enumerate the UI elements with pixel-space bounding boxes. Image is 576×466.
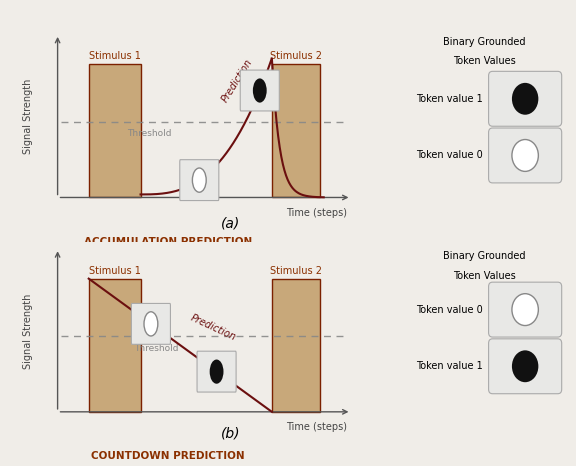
Text: Time (steps): Time (steps) — [286, 208, 347, 218]
Text: Binary Grounded: Binary Grounded — [444, 37, 526, 47]
FancyBboxPatch shape — [197, 351, 236, 392]
Ellipse shape — [192, 168, 206, 192]
Text: Stimulus 1: Stimulus 1 — [89, 266, 141, 275]
Ellipse shape — [253, 78, 267, 103]
Bar — [89, 64, 141, 198]
Text: COUNTDOWN PREDICTION: COUNTDOWN PREDICTION — [92, 451, 245, 461]
Text: Stimulus 2: Stimulus 2 — [270, 266, 322, 275]
Text: Prediction: Prediction — [189, 312, 237, 342]
Text: (b): (b) — [221, 426, 240, 440]
Ellipse shape — [512, 350, 539, 382]
FancyBboxPatch shape — [488, 339, 562, 394]
Text: Threshold: Threshold — [127, 130, 171, 138]
FancyBboxPatch shape — [488, 282, 562, 337]
Text: Prediction: Prediction — [220, 57, 255, 103]
FancyBboxPatch shape — [488, 71, 562, 126]
Bar — [272, 64, 320, 198]
Ellipse shape — [210, 359, 223, 384]
Text: Signal Strength: Signal Strength — [24, 79, 33, 154]
FancyBboxPatch shape — [131, 303, 170, 344]
Text: Token Values: Token Values — [453, 271, 516, 281]
FancyBboxPatch shape — [488, 128, 562, 183]
Text: Signal Strength: Signal Strength — [24, 293, 33, 369]
Text: Stimulus 2: Stimulus 2 — [270, 51, 322, 61]
Text: Time (steps): Time (steps) — [286, 422, 347, 432]
Ellipse shape — [144, 312, 158, 336]
FancyBboxPatch shape — [180, 160, 219, 200]
Text: Token value 1: Token value 1 — [416, 94, 483, 104]
Text: Token value 1: Token value 1 — [416, 361, 483, 371]
Ellipse shape — [512, 139, 539, 171]
Text: Token value 0: Token value 0 — [416, 305, 483, 315]
Bar — [272, 279, 320, 412]
FancyBboxPatch shape — [240, 70, 279, 111]
Text: Token Values: Token Values — [453, 56, 516, 66]
Text: Threshold: Threshold — [134, 344, 178, 353]
Text: (a): (a) — [221, 217, 240, 231]
Text: Stimulus 1: Stimulus 1 — [89, 51, 141, 61]
Text: Token value 0: Token value 0 — [416, 151, 483, 160]
Ellipse shape — [512, 83, 539, 115]
Text: ACCUMULATION PREDICTION: ACCUMULATION PREDICTION — [84, 237, 252, 247]
Ellipse shape — [512, 294, 539, 326]
Text: Binary Grounded: Binary Grounded — [444, 251, 526, 261]
Bar — [89, 279, 141, 412]
